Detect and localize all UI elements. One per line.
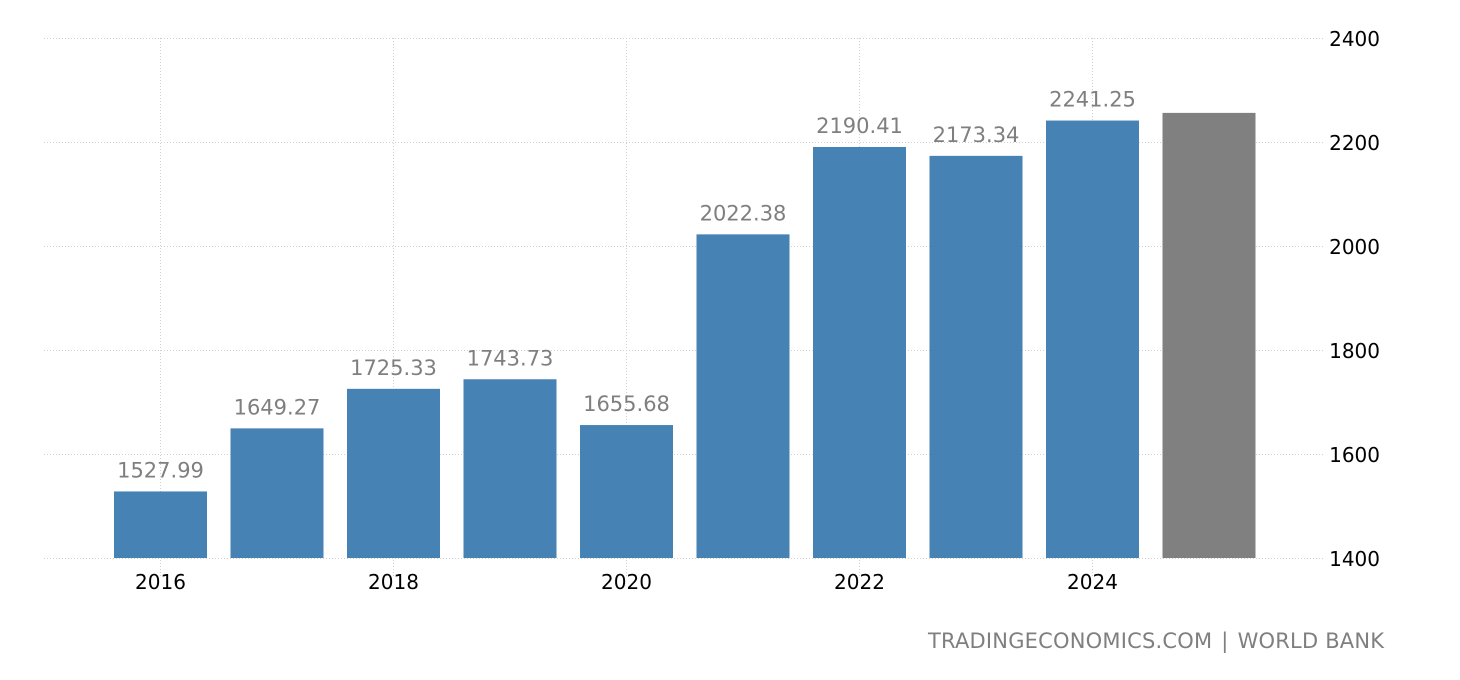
data-label: 1649.27 bbox=[234, 395, 321, 419]
source-site: TRADINGECONOMICS.COM bbox=[928, 629, 1213, 653]
bar bbox=[114, 491, 207, 558]
source-org: WORLD BANK bbox=[1237, 629, 1385, 653]
y-tick-label: 1800 bbox=[1329, 339, 1380, 363]
forecast-bar bbox=[1162, 112, 1256, 558]
bar bbox=[230, 428, 324, 558]
bar bbox=[929, 155, 1023, 558]
x-tick-label: 2022 bbox=[834, 570, 885, 594]
data-label: 1655.68 bbox=[583, 392, 670, 416]
bar-series bbox=[114, 112, 1256, 559]
x-tick-label: 2024 bbox=[1067, 570, 1118, 594]
y-tick-label: 2400 bbox=[1329, 27, 1380, 51]
data-label: 2241.25 bbox=[1049, 88, 1136, 112]
data-label: 2022.38 bbox=[700, 201, 787, 225]
data-label: 1725.33 bbox=[350, 356, 437, 380]
bar bbox=[696, 234, 790, 558]
bar bbox=[463, 379, 557, 558]
x-tick-label: 2016 bbox=[135, 570, 186, 594]
separator: | bbox=[1221, 629, 1229, 653]
y-tick-label: 1400 bbox=[1329, 547, 1380, 571]
y-axis: 1400 1600 1800 2000 2200 2400 bbox=[1329, 27, 1380, 571]
data-label: 2190.41 bbox=[816, 114, 903, 138]
data-label: 2173.34 bbox=[933, 123, 1020, 147]
data-labels: 1527.99 1649.27 1725.33 1743.73 1655.68 2022.… bbox=[117, 88, 1136, 483]
bar bbox=[1046, 120, 1139, 559]
bar bbox=[580, 425, 673, 558]
x-tick-label: 2020 bbox=[601, 570, 652, 594]
y-tick-label: 2200 bbox=[1329, 131, 1380, 155]
source-attribution: TRADINGECONOMICS.COM | WORLD BANK bbox=[928, 629, 1384, 653]
y-tick-label: 1600 bbox=[1329, 443, 1380, 467]
x-axis: 2016 2018 2020 2022 2024 bbox=[135, 570, 1118, 594]
y-tick-label: 2000 bbox=[1329, 235, 1380, 259]
x-tick-label: 2018 bbox=[368, 570, 419, 594]
data-label: 1527.99 bbox=[117, 458, 204, 482]
bar bbox=[813, 146, 906, 558]
bar bbox=[347, 388, 440, 558]
data-label: 1743.73 bbox=[467, 346, 554, 370]
